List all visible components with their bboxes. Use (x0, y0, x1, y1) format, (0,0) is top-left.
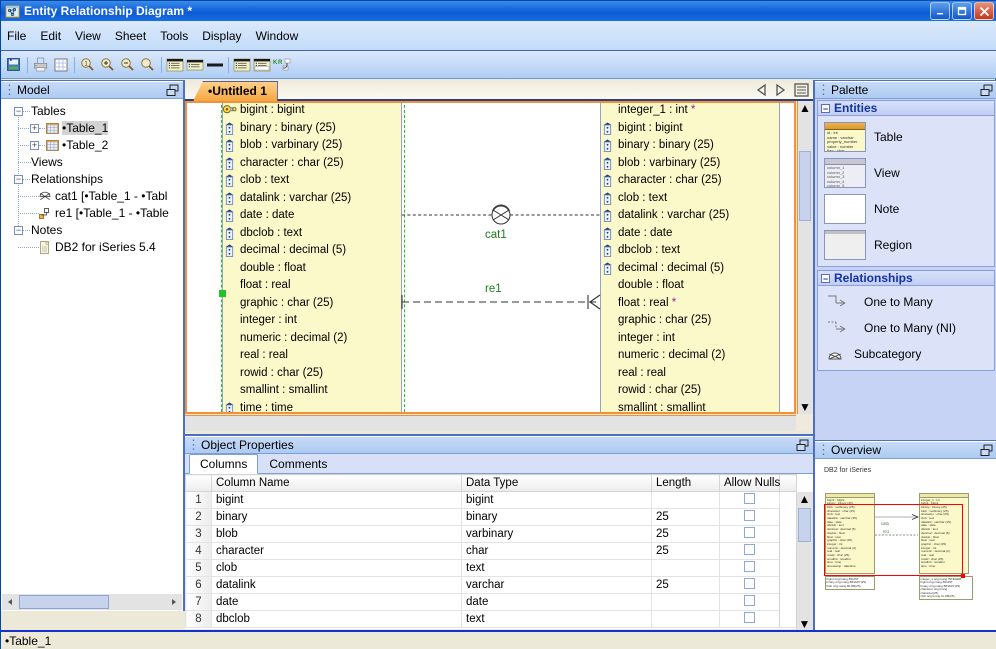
svg-text:R: R (278, 60, 283, 66)
svg-text:re1: re1 (485, 283, 502, 295)
svg-text:cat1: cat1 (485, 229, 507, 241)
